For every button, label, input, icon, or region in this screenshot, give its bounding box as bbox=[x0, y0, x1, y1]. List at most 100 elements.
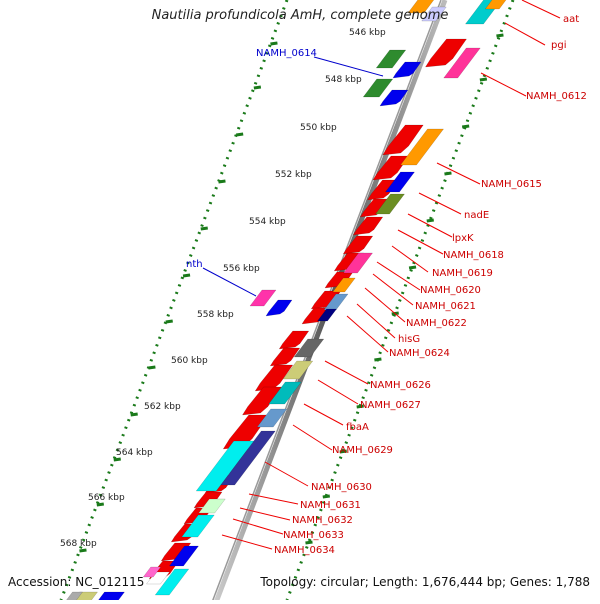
gene-label[interactable]: hisG bbox=[398, 334, 420, 345]
label-connector bbox=[239, 507, 291, 521]
gene-feature bbox=[278, 330, 310, 350]
tick-mark bbox=[479, 77, 488, 82]
tick-mark bbox=[305, 540, 313, 545]
tick-labels: 546 kbp 548 kbp 550 kbp 552 kbp 554 kbp 556 k… bbox=[60, 28, 386, 549]
gene-label[interactable]: nadE bbox=[464, 210, 489, 221]
gene-label[interactable]: NAMH_0633 bbox=[283, 530, 344, 541]
label-connectors bbox=[202, 0, 561, 550]
gene-feature bbox=[154, 568, 190, 596]
tick-mark bbox=[200, 226, 208, 231]
gene-label[interactable]: NAMH_0630 bbox=[311, 482, 372, 493]
tick-mark bbox=[444, 171, 452, 176]
gene-label[interactable]: aat bbox=[563, 14, 579, 25]
gene-feature bbox=[382, 124, 424, 156]
gene-label[interactable]: fbaA bbox=[346, 422, 369, 433]
tick-label: 562 kbp bbox=[144, 402, 181, 412]
tick-mark bbox=[253, 85, 262, 90]
tick-label: 568 kbp bbox=[60, 539, 97, 549]
label-connector bbox=[264, 461, 309, 487]
gene-feature bbox=[407, 0, 435, 14]
tick-label: 560 kbp bbox=[171, 356, 208, 366]
tick-mark bbox=[218, 179, 226, 184]
label-connector bbox=[202, 267, 257, 297]
accession-text: Accession: NC_012115 bbox=[8, 575, 145, 589]
gene-feature bbox=[269, 347, 301, 367]
label-connector bbox=[346, 315, 389, 353]
gene-label[interactable]: NAMH_0615 bbox=[481, 179, 542, 190]
label-connector bbox=[313, 56, 384, 77]
gene-label[interactable]: NAMH_0614 bbox=[256, 48, 317, 59]
gene-feature bbox=[145, 571, 171, 585]
gene-label[interactable]: lpxK bbox=[452, 233, 474, 244]
label-connector bbox=[376, 261, 421, 291]
gene-feature bbox=[249, 289, 277, 307]
label-connector bbox=[292, 424, 333, 451]
label-connector bbox=[303, 403, 344, 426]
tick-marks bbox=[79, 33, 504, 553]
gene-feature bbox=[265, 299, 293, 317]
tick-mark bbox=[374, 357, 382, 362]
gene-feature bbox=[421, 6, 447, 22]
label-connector bbox=[324, 360, 369, 385]
label-connector bbox=[248, 493, 299, 505]
gene-feature bbox=[443, 47, 481, 79]
gene-feature bbox=[181, 514, 215, 538]
genome-summary-text: Topology: circular; Length: 1,676,444 bp… bbox=[260, 575, 590, 589]
gene-label[interactable]: NAMH_0620 bbox=[420, 285, 481, 296]
tick-mark bbox=[79, 548, 87, 553]
gene-feature bbox=[323, 293, 349, 311]
tick-mark bbox=[322, 494, 331, 499]
label-connector bbox=[407, 213, 453, 238]
tick-label: 558 kbp bbox=[197, 310, 234, 320]
label-connector bbox=[356, 303, 396, 339]
tick-label: 554 kbp bbox=[249, 217, 286, 227]
gene-label[interactable]: NAMH_0612 bbox=[526, 91, 587, 102]
gene-feature bbox=[316, 308, 338, 322]
gene-feature bbox=[282, 360, 314, 380]
tick-mark bbox=[356, 404, 364, 409]
tick-label: 552 kbp bbox=[275, 170, 312, 180]
gene-label[interactable]: NAMH_0632 bbox=[292, 515, 353, 526]
gene-feature bbox=[332, 277, 356, 293]
gene-label[interactable]: NAMH_0626 bbox=[370, 380, 431, 391]
gene-label[interactable]: NAMH_0619 bbox=[432, 268, 493, 279]
tick-mark bbox=[496, 33, 504, 38]
gene-feature bbox=[198, 498, 226, 514]
tick-label: 550 kbp bbox=[300, 123, 337, 133]
gene-feature bbox=[256, 408, 288, 428]
label-connector bbox=[391, 245, 429, 273]
tick-label: 564 kbp bbox=[116, 448, 153, 458]
gene-feature bbox=[375, 49, 407, 69]
gene-label[interactable]: NAMH_0627 bbox=[360, 400, 421, 411]
tick-mark bbox=[113, 457, 121, 462]
gene-label[interactable]: NAMH_0634 bbox=[274, 545, 335, 556]
gene-feature bbox=[293, 338, 325, 358]
gene-feature bbox=[374, 193, 406, 215]
gene-label[interactable]: NAMH_0631 bbox=[300, 500, 361, 511]
gene-label[interactable]: nth bbox=[186, 259, 203, 270]
gene-label[interactable]: NAMH_0624 bbox=[389, 348, 450, 359]
tick-mark bbox=[339, 449, 347, 454]
tick-mark bbox=[461, 124, 470, 129]
tick-label: 556 kbp bbox=[223, 264, 260, 274]
gene-feature bbox=[268, 381, 302, 405]
tick-mark bbox=[130, 412, 138, 417]
gene-feature bbox=[195, 440, 255, 492]
gene-label[interactable]: NAMH_0618 bbox=[443, 250, 504, 261]
tick-mark bbox=[270, 41, 278, 46]
tick-label: 548 kbp bbox=[325, 75, 362, 85]
gene-label[interactable]: pgi bbox=[551, 40, 566, 51]
gene-feature bbox=[352, 216, 384, 236]
label-connector bbox=[317, 379, 359, 405]
tick-label: 566 kbp bbox=[88, 493, 125, 503]
gene-feature bbox=[379, 89, 409, 107]
gene-feature bbox=[399, 128, 445, 166]
gene-label[interactable]: NAMH_0622 bbox=[406, 318, 467, 329]
gene-feature bbox=[342, 235, 374, 255]
gene-label[interactable]: NAMH_0621 bbox=[415, 301, 476, 312]
label-connector bbox=[397, 229, 444, 255]
tick-mark bbox=[165, 319, 173, 324]
gene-label[interactable]: NAMH_0629 bbox=[332, 445, 393, 456]
